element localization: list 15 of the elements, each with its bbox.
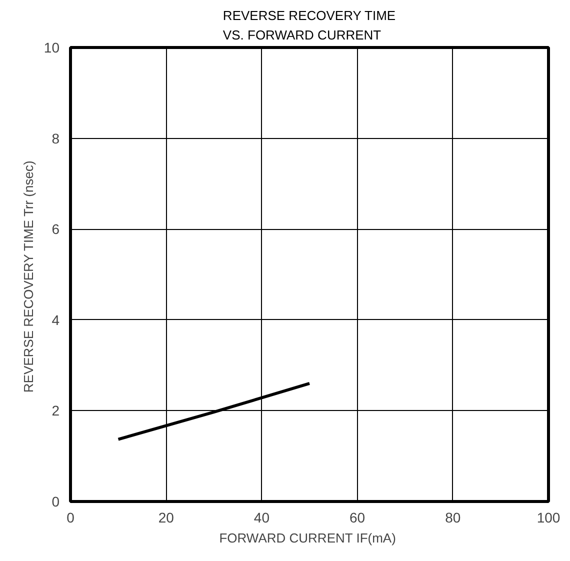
y-axis-title: REVERSE RECOVERY TIME Trr (nsec): [20, 160, 36, 393]
x-tick-label: 80: [445, 510, 461, 526]
y-tick-label: 2: [52, 402, 60, 419]
y-tick-label: 8: [52, 130, 60, 146]
chart-title: REVERSE RECOVERY TIME VS. FORWARD CURRENT: [222, 8, 396, 42]
y-tick-label: 4: [52, 312, 60, 328]
x-tick-label: 60: [350, 510, 366, 526]
y-tick-label: 6: [52, 221, 60, 238]
x-axis-title: FORWARD CURRENT IF(mA): [219, 530, 396, 546]
x-tick-label: 20: [158, 510, 174, 526]
x-tick-label: 40: [254, 510, 270, 526]
y-tick-label: 10: [44, 40, 60, 56]
y-tick-label: 0: [52, 494, 60, 510]
x-tick-label: 100: [536, 510, 560, 526]
x-tick-label: 0: [66, 510, 75, 526]
